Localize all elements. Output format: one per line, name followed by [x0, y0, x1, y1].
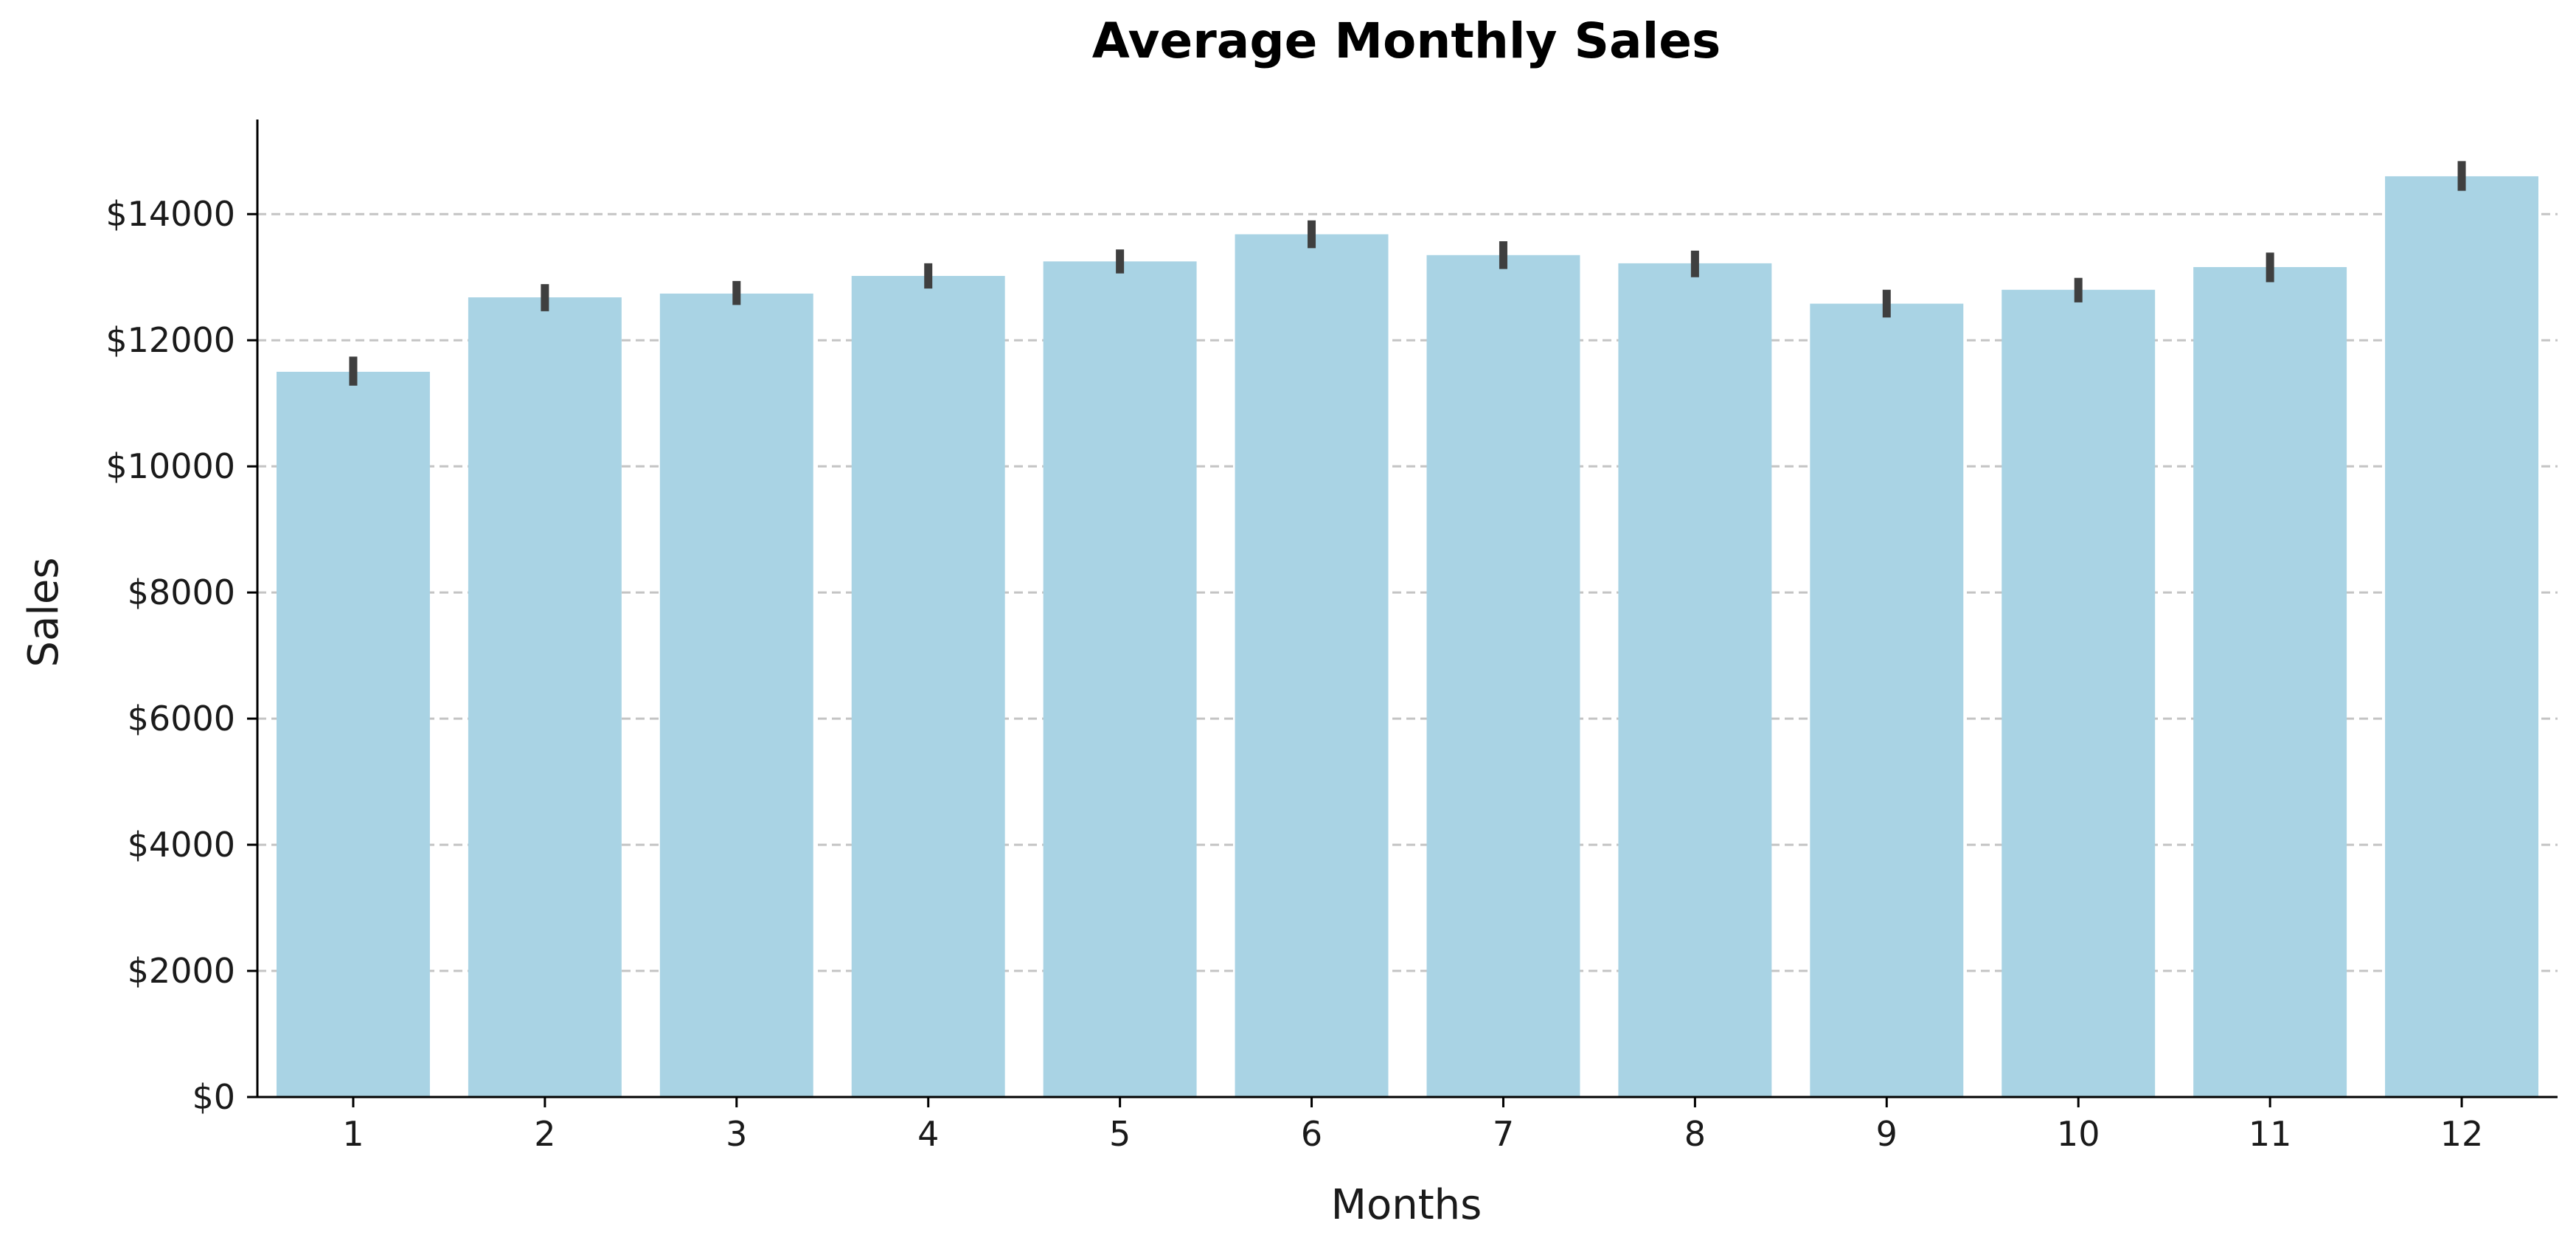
error-bars [349, 161, 2466, 386]
bar-month-3 [659, 293, 813, 1097]
gridlines [257, 212, 2558, 972]
y-tick-label: $10000 [105, 446, 235, 486]
y-axis-ticks: $0 $2000 $4000 $6000 $8000 $10000 $12000 $14000 [105, 194, 257, 1117]
y-axis-label: Sales [20, 557, 68, 667]
x-tick-label: 11 [2249, 1114, 2292, 1154]
x-tick-label: 2 [534, 1114, 555, 1154]
x-tick-label: 1 [342, 1114, 364, 1154]
bar-month-9 [1810, 303, 1964, 1097]
x-tick-label: 9 [1876, 1114, 1898, 1154]
axes [256, 120, 2558, 1099]
x-tick-label: 8 [1684, 1114, 1706, 1154]
x-tick-label: 3 [726, 1114, 747, 1154]
y-tick-label: $0 [192, 1077, 235, 1117]
bar-month-5 [1043, 261, 1197, 1097]
bar-month-2 [468, 297, 622, 1098]
x-axis-label: Months [1331, 1181, 1482, 1229]
y-tick-label: $14000 [105, 194, 235, 234]
y-tick-label: $4000 [128, 825, 235, 865]
x-tick-label: 4 [917, 1114, 939, 1154]
y-tick-label: $2000 [128, 951, 235, 991]
y-tick-label: $12000 [105, 320, 235, 360]
bar-month-1 [276, 371, 430, 1097]
bar-month-7 [1426, 255, 1580, 1098]
bar-month-12 [2385, 176, 2539, 1097]
bar-month-11 [2193, 267, 2347, 1098]
x-tick-label: 6 [1301, 1114, 1322, 1154]
bar-month-4 [851, 276, 1005, 1097]
bars [276, 176, 2539, 1098]
x-tick-label: 7 [1493, 1114, 1514, 1154]
x-tick-label: 12 [2440, 1114, 2484, 1154]
y-tick-label: $8000 [128, 572, 235, 612]
bar-month-6 [1235, 234, 1389, 1097]
x-tick-label: 5 [1109, 1114, 1131, 1154]
y-tick-label: $6000 [128, 699, 235, 738]
chart-title: Average Monthly Sales [1092, 13, 1721, 69]
x-axis-ticks: 1 2 3 4 5 6 7 8 9 10 11 12 [342, 1097, 2483, 1154]
bar-month-10 [2002, 289, 2156, 1098]
bar-month-8 [1618, 263, 1772, 1098]
x-tick-label: 10 [2057, 1114, 2100, 1154]
